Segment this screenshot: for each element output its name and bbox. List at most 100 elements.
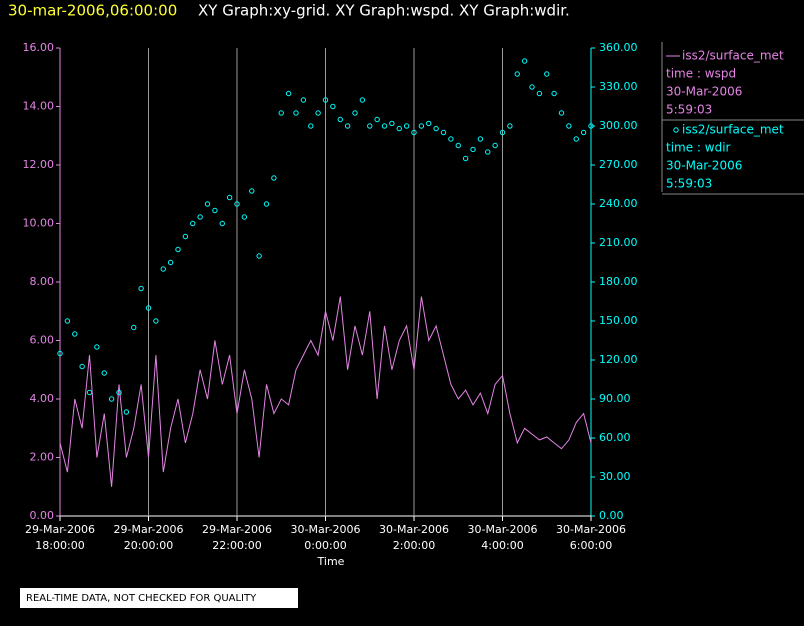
wdir-point <box>79 363 85 370</box>
x-tick-label: 29-Mar-2006 <box>114 523 184 536</box>
wdir-point <box>396 125 402 132</box>
wdir-point <box>529 84 535 90</box>
wdir-point <box>212 207 218 214</box>
wdir-point <box>153 318 159 324</box>
wdir-point <box>352 110 358 116</box>
title-time: 30-mar-2006,06:00:00 <box>8 2 177 20</box>
wdir-point <box>492 142 498 149</box>
wdir-point <box>263 201 270 207</box>
wdir-point <box>418 123 425 129</box>
wdir-point <box>204 201 211 207</box>
wdir-point <box>389 120 395 127</box>
wdir-point <box>160 266 166 272</box>
wdir-point <box>182 233 189 240</box>
wdir-point <box>94 344 100 350</box>
wdir-point <box>138 285 144 292</box>
wdir-point <box>426 120 432 127</box>
wdir-point <box>86 389 93 396</box>
wdir-point <box>197 214 203 220</box>
wdir-point <box>337 116 343 123</box>
wdir-point <box>573 136 579 142</box>
x-tick-label: 20:00:00 <box>124 539 173 552</box>
wdir-point <box>300 97 307 103</box>
x-tick-label: 4:00:00 <box>481 539 523 552</box>
wdir-point <box>514 71 520 77</box>
wdir-point <box>507 123 513 129</box>
wdir-point <box>330 103 336 110</box>
wdir-point <box>344 123 351 129</box>
y2-tick-label: 90.00 <box>599 392 631 405</box>
x-tick-label: 18:00:00 <box>35 539 84 552</box>
y-tick-label: 10.00 <box>23 217 55 230</box>
wdir-point <box>322 97 329 103</box>
note: REAL-TIME DATA, NOT CHECKED FOR QUALITY <box>26 593 257 604</box>
chart-title: XY Graph:xy-grid. XY Graph:wspd. XY Grap… <box>198 2 570 20</box>
y-tick-label: 8.00 <box>30 275 55 288</box>
wdir-point <box>285 90 292 97</box>
y-tick-label: 14.00 <box>23 100 55 113</box>
wdir-point <box>219 220 225 227</box>
legend-label: iss2/surface_met <box>682 123 784 137</box>
wdir-point <box>374 116 380 123</box>
wdir-point <box>588 123 594 129</box>
wdir-point <box>544 71 550 77</box>
wdir-point <box>175 246 181 253</box>
wdir-point <box>241 214 248 220</box>
wdir-point <box>108 396 115 402</box>
wdir-point <box>477 136 484 142</box>
x-tick-label: 30-Mar-2006 <box>291 523 361 536</box>
y2-tick-label: 180.00 <box>599 275 638 288</box>
y2-tick-label: 60.00 <box>599 431 631 444</box>
wdir-point <box>485 149 491 155</box>
x-tick-label: 0:00:00 <box>304 539 346 552</box>
wdir-point <box>308 123 314 129</box>
wdir-point <box>116 389 122 396</box>
y2-tick-label: 240.00 <box>599 197 638 210</box>
wdir-point <box>64 318 71 324</box>
note-box <box>20 588 298 608</box>
x-tick-label: 29-Mar-2006 <box>202 523 272 536</box>
legend-detail: 30-Mar-2006 <box>666 159 742 173</box>
wdir-point <box>536 90 543 97</box>
wdir-point <box>433 125 439 132</box>
legend-detail: 5:59:03 <box>666 103 712 117</box>
y2-tick-label: 210.00 <box>599 236 638 249</box>
x-tick-label: 30-Mar-2006 <box>556 523 626 536</box>
wdir-point <box>101 370 107 376</box>
wdir-point <box>403 123 410 129</box>
legend-detail: 30-Mar-2006 <box>666 85 742 99</box>
wdir-point <box>145 305 152 311</box>
y2-tick-label: 300.00 <box>599 119 638 132</box>
wdir-point <box>72 331 78 337</box>
y2-tick-label: 360.00 <box>599 41 638 54</box>
y-tick-label: 16.00 <box>23 41 55 54</box>
y2-tick-label: 0.00 <box>599 509 624 522</box>
wdir-point <box>315 110 321 116</box>
x-tick-label: 29-Mar-2006 <box>25 523 95 536</box>
y-tick-label: 0.00 <box>30 509 55 522</box>
x-axis-label: Time <box>317 555 345 568</box>
y2-tick-label: 30.00 <box>599 470 631 483</box>
wdir-point <box>566 123 572 129</box>
wdir-point <box>381 123 388 129</box>
legend-detail: 5:59:03 <box>666 177 712 191</box>
y2-tick-label: 150.00 <box>599 314 638 327</box>
wdir-point <box>359 97 366 103</box>
wdir-point <box>131 324 137 331</box>
x-tick-label: 2:00:00 <box>393 539 435 552</box>
y2-tick-label: 330.00 <box>599 80 638 93</box>
y-tick-label: 4.00 <box>30 392 55 405</box>
wdir-point <box>293 110 299 116</box>
wdir-point <box>167 259 174 266</box>
wdir-point <box>558 110 565 116</box>
legend-swatch <box>673 127 679 133</box>
wdir-point <box>499 129 506 136</box>
wdir-point <box>462 155 469 162</box>
y2-tick-label: 120.00 <box>599 353 638 366</box>
wdir-point <box>367 123 373 129</box>
legend-detail: time : wspd <box>666 67 736 81</box>
x-tick-label: 6:00:00 <box>570 539 612 552</box>
legend-label: iss2/surface_met <box>682 49 784 63</box>
wdir-point <box>123 409 130 415</box>
